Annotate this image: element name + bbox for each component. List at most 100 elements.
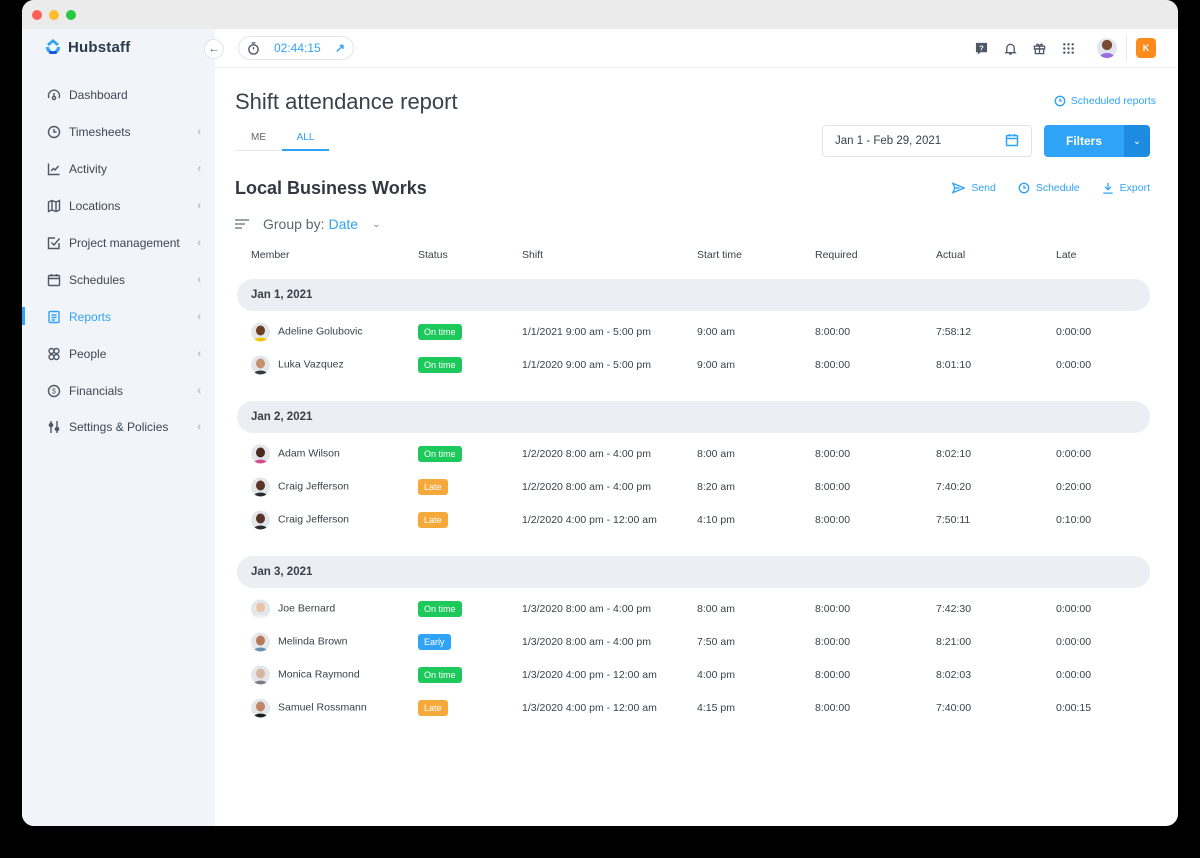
close-window-button[interactable] (32, 10, 42, 20)
sidebar-item-label: Activity (69, 162, 108, 177)
late-cell: 0:00:00 (1056, 668, 1092, 681)
organization-title: Local Business Works (235, 178, 427, 198)
status-cell: Late (418, 699, 448, 716)
clock-icon (46, 124, 62, 140)
maximize-window-button[interactable] (66, 10, 76, 20)
organization-badge[interactable]: K (1136, 38, 1156, 58)
member-name[interactable]: Craig Jefferson (278, 513, 350, 526)
member-name[interactable]: Adam Wilson (278, 447, 340, 460)
table-row[interactable]: Craig Jefferson Late 1/2/2020 8:00 am - … (237, 470, 1150, 503)
sidebar-item-locations[interactable]: Locations ‹ (22, 188, 215, 225)
dashboard-icon (46, 87, 62, 103)
export-button[interactable]: Export (1102, 182, 1150, 194)
logo[interactable]: Hubstaff (44, 38, 130, 56)
actual-cell: 7:40:20 (936, 480, 972, 493)
chevron-left-icon: ‹ (197, 310, 201, 323)
table-row[interactable]: Craig Jefferson Late 1/2/2020 4:00 pm - … (237, 503, 1150, 536)
shift-cell: 1/3/2020 8:00 am - 4:00 pm (522, 602, 651, 615)
start-time-cell: 9:00 am (697, 325, 735, 338)
table-groups: Jan 1, 2021 Adeline Golubovic On time 1/… (237, 279, 1150, 744)
member-cell: Adeline Golubovic (251, 322, 363, 341)
member-name[interactable]: Samuel Rossmann (278, 701, 367, 714)
required-cell: 8:00:00 (815, 325, 851, 338)
download-icon (1102, 182, 1113, 194)
checkbox-icon (46, 235, 62, 251)
apps-grid-icon[interactable] (1054, 36, 1083, 60)
column-header[interactable]: Start time (697, 249, 742, 261)
start-time-cell: 8:00 am (697, 602, 735, 615)
sidebar-item-activity[interactable]: Activity ‹ (22, 151, 215, 188)
avatar (251, 510, 270, 529)
table-header: Member Status Shift Start time Required … (237, 249, 1150, 265)
table-row[interactable]: Adam Wilson On time 1/2/2020 8:00 am - 4… (237, 437, 1150, 470)
sidebar-item-reports[interactable]: Reports ‹ (22, 298, 215, 335)
member-name[interactable]: Adeline Golubovic (278, 325, 363, 338)
table-row[interactable]: Luka Vazquez On time 1/1/2020 9:00 am - … (237, 348, 1150, 381)
sidebar-item-timesheets[interactable]: Timesheets ‹ (22, 114, 215, 151)
collapse-sidebar-button[interactable]: ← (204, 39, 224, 59)
page-title: Shift attendance report (235, 89, 458, 114)
column-header[interactable]: Late (1056, 249, 1077, 261)
schedule-button[interactable]: Schedule (1018, 182, 1080, 194)
scheduled-reports-link[interactable]: Scheduled reports (1054, 95, 1156, 107)
sidebar-item-people[interactable]: People ‹ (22, 335, 215, 372)
user-avatar[interactable] (1097, 38, 1117, 58)
chevron-left-icon: ‹ (197, 347, 201, 360)
gift-icon[interactable] (1025, 36, 1054, 60)
timer-widget[interactable]: 02:44:15 ↗ (238, 36, 354, 60)
avatar (251, 355, 270, 374)
minimize-window-button[interactable] (49, 10, 59, 20)
member-name[interactable]: Craig Jefferson (278, 480, 350, 493)
sidebar-item-project-management[interactable]: Project management ‹ (22, 225, 215, 262)
actual-cell: 7:58:12 (936, 325, 972, 338)
chevron-left-icon: ‹ (197, 126, 201, 139)
table-row[interactable]: Adeline Golubovic On time 1/1/2021 9:00 … (237, 315, 1150, 348)
table-row[interactable]: Joe Bernard On time 1/3/2020 8:00 am - 4… (237, 592, 1150, 625)
tab-all[interactable]: ALL (282, 126, 329, 151)
required-cell: 8:00:00 (815, 701, 851, 714)
shift-cell: 1/2/2020 8:00 am - 4:00 pm (522, 447, 651, 460)
table-row[interactable]: Melinda Brown Early 1/3/2020 8:00 am - 4… (237, 625, 1150, 658)
column-header[interactable]: Actual (936, 249, 966, 261)
filters-dropdown-button[interactable]: ⌄ (1124, 125, 1150, 157)
sidebar-nav: Dashboard Timesheets ‹ Activity ‹ Locati… (22, 77, 215, 446)
member-name[interactable]: Melinda Brown (278, 635, 348, 648)
start-time-cell: 4:00 pm (697, 668, 735, 681)
member-name[interactable]: Luka Vazquez (278, 358, 344, 371)
group-by-selector[interactable]: Group by: Date ⌄ (235, 216, 380, 232)
late-cell: 0:00:00 (1056, 358, 1092, 371)
date-range-value: Jan 1 - Feb 29, 2021 (835, 135, 942, 147)
filters-button[interactable]: Filters (1044, 125, 1124, 157)
send-button[interactable]: Send (952, 182, 996, 194)
column-header[interactable]: Shift (522, 249, 544, 261)
sidebar-item-settings-policies[interactable]: Settings & Policies ‹ (22, 409, 215, 446)
member-cell: Craig Jefferson (251, 477, 349, 496)
avatar (251, 322, 270, 341)
actual-cell: 8:02:03 (936, 668, 972, 681)
column-header[interactable]: Status (418, 249, 448, 261)
shift-cell: 1/3/2020 4:00 pm - 12:00 am (522, 701, 657, 714)
date-group: Jan 1, 2021 Adeline Golubovic On time 1/… (237, 279, 1150, 401)
status-cell: Early (418, 633, 451, 650)
member-name[interactable]: Joe Bernard (278, 602, 336, 615)
tab-me[interactable]: ME (251, 132, 266, 143)
bell-icon[interactable] (996, 36, 1025, 60)
status-badge: On time (418, 666, 462, 683)
table-row[interactable]: Monica Raymond On time 1/3/2020 4:00 pm … (237, 658, 1150, 691)
member-name[interactable]: Monica Raymond (278, 668, 360, 681)
timer-value: 02:44:15 (274, 41, 321, 55)
group-header: Jan 1, 2021 (237, 279, 1150, 311)
column-header[interactable]: Required (815, 249, 858, 261)
open-timer-arrow-icon[interactable]: ↗ (334, 41, 345, 55)
sidebar-item-dashboard[interactable]: Dashboard (22, 77, 215, 114)
date-range-picker[interactable]: Jan 1 - Feb 29, 2021 (822, 125, 1032, 157)
top-icons: ? K (967, 36, 1156, 60)
table-row[interactable]: Samuel Rossmann Late 1/3/2020 4:00 pm - … (237, 691, 1150, 724)
avatar (251, 665, 270, 684)
sidebar-item-schedules[interactable]: Schedules ‹ (22, 261, 215, 298)
column-header[interactable]: Member (251, 249, 290, 261)
group-header: Jan 2, 2021 (237, 401, 1150, 433)
sidebar-item-financials[interactable]: $ Financials ‹ (22, 372, 215, 409)
help-icon[interactable]: ? (967, 36, 996, 60)
status-badge: Late (418, 478, 448, 495)
